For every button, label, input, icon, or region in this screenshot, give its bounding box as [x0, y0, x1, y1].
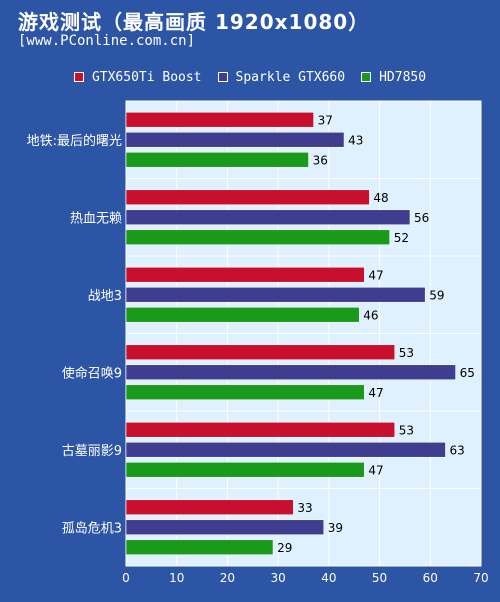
- bar-1-5: [125, 421, 396, 438]
- category-label: 古墓丽影9: [62, 444, 122, 459]
- data-label: 56: [414, 211, 429, 225]
- data-label: 65: [460, 366, 475, 380]
- data-label: 33: [297, 501, 312, 515]
- bar-3-5: [125, 461, 365, 478]
- x-tick-label: 70: [473, 571, 488, 585]
- bar-2-1: [125, 131, 345, 148]
- bar-3-4: [125, 384, 365, 401]
- data-label: 43: [348, 133, 363, 147]
- chart-title: 游戏测试（最高画质 1920x1080）: [18, 10, 370, 34]
- bar-1-1: [125, 111, 314, 128]
- x-tick-label: 30: [271, 571, 286, 585]
- data-label: 29: [277, 541, 292, 555]
- bar-2-4: [125, 364, 456, 381]
- category-label: 地铁:最后的曙光: [27, 133, 122, 149]
- legend-swatch-hd7850: [361, 72, 372, 82]
- bar-2-2: [125, 209, 411, 226]
- legend-label-hd7850: HD7850: [379, 69, 427, 85]
- bar-2-3: [125, 286, 426, 303]
- data-label: 37: [318, 113, 333, 127]
- legend-swatch-gtx660: [217, 72, 228, 82]
- category-label: 热血无赖: [70, 211, 122, 226]
- legend-swatch-gtx650ti: [73, 72, 84, 82]
- bar-1-4: [125, 344, 396, 361]
- legend-item-gtx660: Sparkle GTX660: [217, 69, 346, 85]
- bar-3-6: [125, 539, 274, 556]
- x-tick-label: 0: [122, 571, 130, 585]
- bar-2-5: [125, 441, 446, 458]
- data-label: 47: [368, 268, 383, 282]
- data-label: 53: [399, 346, 414, 360]
- legend-label-gtx650ti: GTX650Ti Boost: [91, 69, 202, 85]
- legend-label-gtx660: Sparkle GTX660: [235, 69, 346, 85]
- bar-3-1: [125, 151, 309, 168]
- data-label: 53: [399, 423, 414, 437]
- legend-item-gtx650ti: GTX650Ti Boost: [73, 69, 202, 85]
- bar-1-6: [125, 499, 294, 516]
- data-label: 59: [429, 288, 444, 302]
- x-tick-label: 50: [372, 571, 387, 585]
- data-label: 52: [394, 231, 409, 245]
- x-tick-label: 40: [321, 571, 336, 585]
- x-tick-label: 60: [423, 571, 438, 585]
- legend-item-hd7850: HD7850: [361, 70, 426, 85]
- bar-1-3: [125, 266, 365, 283]
- bar-3-2: [125, 229, 391, 246]
- x-tick-label: 10: [169, 571, 184, 585]
- legend: GTX650Ti Boost Sparkle GTX660 HD7850: [0, 64, 500, 90]
- data-label: 39: [328, 521, 343, 535]
- data-label: 63: [450, 443, 465, 457]
- data-label: 47: [368, 463, 383, 477]
- bar-2-6: [125, 519, 325, 536]
- category-label: 使命召唤9: [62, 365, 122, 381]
- chart-subtitle: [www.PConline.com.cn]: [18, 33, 196, 49]
- bar-1-2: [125, 189, 370, 206]
- bar-3-3: [125, 306, 360, 323]
- data-label: 47: [368, 386, 383, 400]
- data-label: 46: [363, 308, 378, 322]
- category-label: 孤岛危机3: [62, 520, 122, 536]
- data-label: 48: [373, 191, 388, 205]
- data-label: 36: [313, 153, 328, 167]
- category-label: 战地3: [88, 289, 122, 304]
- x-tick-label: 20: [220, 571, 235, 585]
